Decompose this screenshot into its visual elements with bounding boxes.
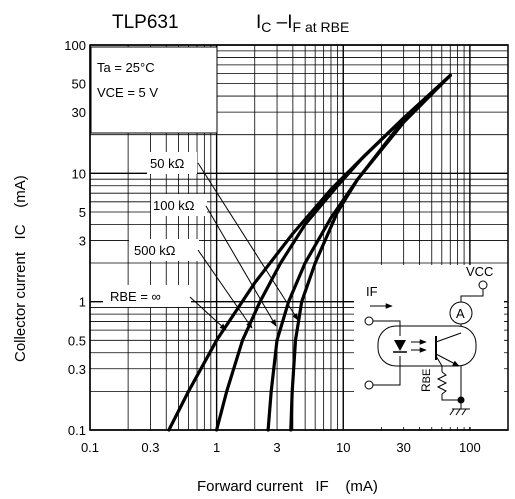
test-circuit-diagram: IF VCC A RBE	[354, 264, 504, 427]
rbe-label-be: BE	[421, 369, 433, 384]
y-tick-label: 50	[72, 77, 86, 92]
y-tick-label: 0.1	[68, 423, 86, 438]
condition-ta: Ta = 25°C	[97, 60, 155, 75]
led-wire-bottom	[373, 356, 401, 386]
x-tick-label: 3	[273, 440, 280, 455]
input-terminal-bottom	[364, 380, 374, 390]
y-tick-label: 100	[64, 38, 86, 53]
x-axis-label: Forward current IF (mA)	[197, 478, 378, 495]
y-tick-label: 0.3	[68, 362, 86, 377]
tick-labels: 0.1 0.3 1 3 10 30 100 0.1 0.3 0.5 1 3 5 10 30 50 100	[64, 38, 480, 455]
arrow-rbe-inf	[189, 296, 227, 331]
x-tick-label: 10	[336, 440, 350, 455]
label-box-50k	[147, 152, 197, 174]
transistor-collector	[435, 332, 462, 343]
rbe-wire	[435, 355, 443, 372]
led-diode-icon	[394, 340, 406, 351]
arrow-500k	[197, 249, 253, 329]
y-axis-label: Collector current IC (mA)	[12, 175, 29, 362]
ground-node	[457, 396, 465, 404]
x-tick-label: 30	[396, 440, 410, 455]
rbe-label-r: R	[419, 383, 433, 392]
y-tick-label: 3	[79, 233, 86, 248]
input-terminal-top	[364, 316, 374, 326]
rbe-resistor-icon	[436, 371, 448, 395]
y-tick-label: 5	[79, 205, 86, 220]
transistor-emitter	[435, 353, 460, 367]
x-tick-label: 100	[459, 440, 481, 455]
coupler-package	[377, 325, 477, 367]
title-dash-if: –I	[271, 12, 292, 33]
label-100k: 100 kΩ	[153, 198, 195, 213]
y-tick-label: 0.5	[68, 333, 86, 348]
label-box-rbe-inf	[103, 285, 191, 307]
conditions-box	[90, 46, 218, 134]
circuit-vcc-label: VCC	[466, 264, 493, 279]
x-tick-label: 0.3	[141, 440, 159, 455]
rbe-wire-ground	[441, 394, 461, 401]
ground-icon-hatch	[449, 408, 467, 416]
title-ic: I	[256, 12, 261, 33]
ammeter-label: A	[456, 306, 465, 321]
x-tick-label: 0.1	[81, 440, 99, 455]
title-rbe-sub: BE	[331, 19, 350, 35]
y-tick-label: 1	[79, 295, 86, 310]
annotations: 50 kΩ 100 kΩ 500 kΩ RBE = ∞	[103, 152, 299, 331]
series-line-3	[289, 73, 452, 432]
chart-title: IC –IF at RBE	[256, 12, 349, 35]
circuit-rbe-label: RBE	[419, 369, 433, 392]
label-rbe-inf: RBE = ∞	[110, 289, 161, 304]
label-50k: 50 kΩ	[150, 156, 185, 171]
title-ic-sub: C	[261, 19, 271, 35]
part-number: TLP631	[112, 12, 179, 33]
label-box-100k	[151, 194, 207, 216]
y-tick-label: 10	[72, 166, 86, 181]
label-box-500k	[129, 239, 199, 261]
arrow-50k	[197, 162, 299, 321]
label-500k: 500 kΩ	[134, 243, 176, 258]
vcc-wire	[460, 289, 484, 302]
led-wire-top	[373, 320, 401, 336]
vcc-terminal	[478, 280, 488, 290]
series-line-1	[215, 73, 452, 432]
y-tick-label: 30	[72, 105, 86, 120]
arrow-100k	[205, 205, 277, 327]
x-tick-label: 1	[213, 440, 220, 455]
plot-frame	[89, 44, 509, 431]
curve-group	[167, 73, 452, 432]
condition-vce: VCE = 5 V	[97, 85, 158, 100]
title-at: at R	[301, 19, 331, 35]
title-if-sub: F	[293, 19, 302, 35]
circuit-if-label: IF	[366, 284, 378, 299]
